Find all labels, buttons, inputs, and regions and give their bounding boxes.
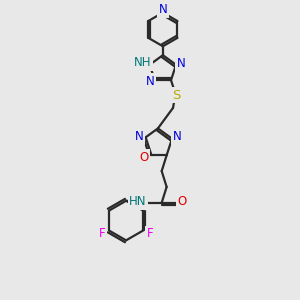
Text: O: O — [178, 195, 187, 208]
Text: N: N — [158, 3, 167, 16]
Text: F: F — [147, 227, 153, 240]
Text: S: S — [172, 88, 180, 102]
Text: N: N — [134, 130, 143, 143]
Text: HN: HN — [129, 195, 147, 208]
Text: N: N — [177, 57, 185, 70]
Text: N: N — [172, 130, 182, 143]
Text: O: O — [140, 151, 149, 164]
Text: N: N — [146, 75, 154, 88]
Text: F: F — [99, 227, 105, 240]
Text: NH: NH — [134, 56, 152, 69]
